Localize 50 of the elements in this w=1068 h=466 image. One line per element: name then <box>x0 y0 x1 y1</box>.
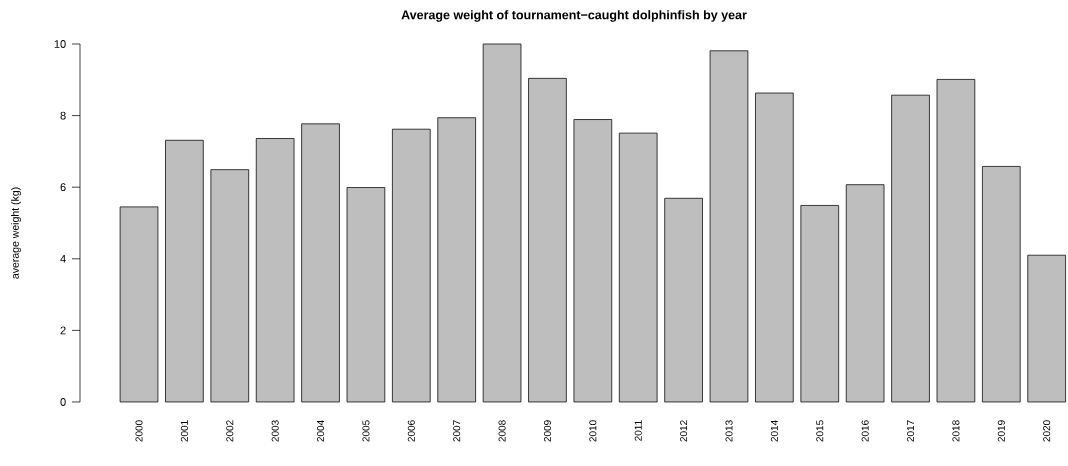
bar <box>891 94 930 403</box>
x-tick-label: 2008 <box>498 420 506 442</box>
bar <box>119 206 159 403</box>
x-tick-label: 2013 <box>725 420 733 442</box>
y-tick-label: 10 <box>54 40 66 48</box>
x-tick-label: 2003 <box>271 420 279 442</box>
x-tick-label: 2016 <box>861 420 869 442</box>
x-tick-label: 2012 <box>680 420 688 442</box>
bar <box>301 123 340 403</box>
x-tick-label: 2017 <box>906 420 915 442</box>
bar <box>1027 254 1066 403</box>
x-tick-label: 2015 <box>816 420 824 442</box>
x-tick-label: 2009 <box>543 420 551 442</box>
x-tick-label: 2004 <box>317 420 325 442</box>
bar <box>664 197 703 403</box>
bar <box>210 169 250 403</box>
y-tick-label: 0 <box>60 398 66 406</box>
bar <box>437 117 476 403</box>
x-tick-label: 2002 <box>226 420 234 442</box>
x-tick-label: 2005 <box>362 420 370 442</box>
x-tick-label: 2006 <box>407 420 415 442</box>
x-tick-label: 2019 <box>997 420 1005 442</box>
y-tick-label: 4 <box>60 255 66 263</box>
x-tick-label: 2010 <box>589 420 597 442</box>
x-tick-label: 2018 <box>952 420 960 442</box>
x-tick-label: 2001 <box>180 420 188 442</box>
y-tick-label: 6 <box>60 183 66 192</box>
chart-title: Average weight of tournament−caught dolphinfish by year <box>401 10 747 22</box>
y-tick-label: 8 <box>60 111 66 120</box>
bar <box>618 132 658 403</box>
bar <box>528 77 567 403</box>
bar <box>800 205 840 403</box>
bar <box>255 138 295 403</box>
bar <box>392 128 431 403</box>
x-tick-label: 2000 <box>135 420 143 442</box>
x-tick-label: 2011 <box>634 420 642 441</box>
bar <box>346 187 386 403</box>
bar <box>982 166 1021 403</box>
y-axis-title: average weight (kg) <box>11 187 21 279</box>
x-tick-label: 2020 <box>1043 420 1051 442</box>
x-tick-label: 2007 <box>453 420 461 442</box>
x-tick-label: 2014 <box>770 420 778 442</box>
bar <box>936 79 976 403</box>
bar <box>755 92 794 403</box>
bar <box>709 50 749 403</box>
bar <box>573 119 613 403</box>
bar <box>845 184 885 403</box>
bar <box>482 43 522 403</box>
bar <box>165 139 204 403</box>
y-tick-label: 2 <box>60 326 66 335</box>
